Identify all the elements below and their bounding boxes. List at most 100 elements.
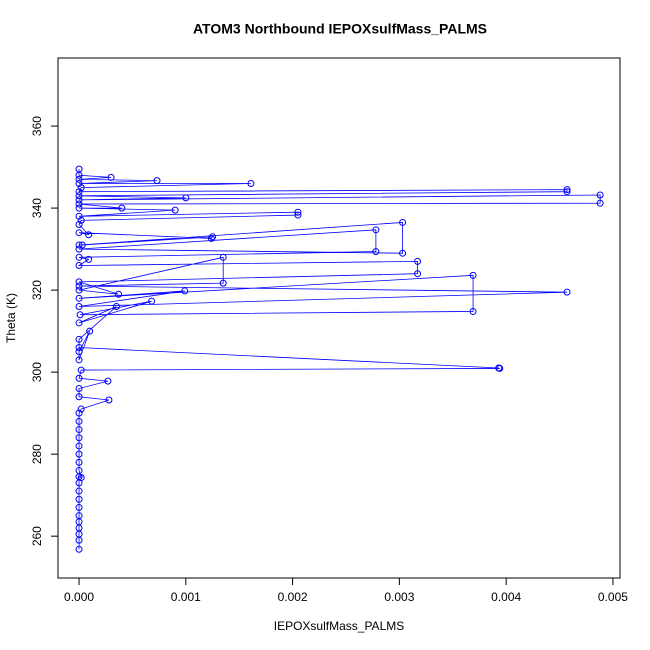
x-tick-label: 0.004 xyxy=(491,590,521,604)
data-point xyxy=(77,366,85,374)
data-point xyxy=(75,374,83,382)
x-tick-label: 0.005 xyxy=(598,590,628,604)
data-point xyxy=(85,231,93,239)
data-point xyxy=(118,204,126,212)
data-point xyxy=(207,234,215,242)
y-tick-label: 260 xyxy=(30,526,44,546)
data-point xyxy=(181,287,189,295)
data-point xyxy=(86,327,94,335)
data-point xyxy=(77,184,85,192)
data-point xyxy=(75,426,83,434)
data-point xyxy=(105,396,113,404)
data-point xyxy=(294,211,302,219)
x-tick-label: 0.000 xyxy=(64,590,94,604)
data-point xyxy=(171,206,179,214)
data-point xyxy=(219,279,227,287)
data-point xyxy=(75,503,83,511)
data-point xyxy=(247,179,255,187)
data-point xyxy=(495,364,503,372)
data-point xyxy=(75,348,83,356)
y-tick-label: 340 xyxy=(30,198,44,218)
chart-title: ATOM3 Northbound IEPOXsulfMass_PALMS xyxy=(193,21,487,37)
data-point xyxy=(75,487,83,495)
data-point xyxy=(104,377,112,385)
data-point xyxy=(75,458,83,466)
data-point xyxy=(75,385,83,393)
data-point xyxy=(77,216,85,224)
data-point xyxy=(75,442,83,450)
data-point xyxy=(399,249,407,257)
data-point xyxy=(75,196,83,204)
data-point xyxy=(75,417,83,425)
data-point xyxy=(596,191,604,199)
data-line xyxy=(77,169,601,550)
data-point xyxy=(77,405,85,413)
data-point xyxy=(75,229,83,237)
y-tick-label: 360 xyxy=(30,116,44,136)
data-point xyxy=(75,335,83,343)
x-tick-label: 0.003 xyxy=(384,590,414,604)
data-point xyxy=(75,200,83,208)
y-tick-label: 280 xyxy=(30,444,44,464)
x-axis-label: IEPOXsulfMass_PALMS xyxy=(274,619,405,633)
data-point xyxy=(75,294,83,302)
data-point xyxy=(294,208,302,216)
data-point xyxy=(182,194,190,202)
data-point xyxy=(112,303,120,311)
plot-frame xyxy=(57,57,621,579)
data-point xyxy=(75,467,83,475)
data-point xyxy=(75,545,83,553)
data-point xyxy=(469,271,477,279)
data-point xyxy=(563,186,571,194)
data-point xyxy=(469,307,477,315)
data-point xyxy=(75,253,83,261)
data-point xyxy=(75,262,83,270)
data-point xyxy=(75,434,83,442)
data-point xyxy=(209,233,217,241)
data-point xyxy=(75,319,83,327)
y-tick-label: 320 xyxy=(30,280,44,300)
data-point xyxy=(75,282,83,290)
data-point xyxy=(75,356,83,364)
data-point xyxy=(75,278,83,286)
data-point xyxy=(78,241,86,249)
data-point xyxy=(75,409,83,417)
data-point xyxy=(76,311,84,319)
data-point xyxy=(75,188,83,196)
x-tick-label: 0.002 xyxy=(278,590,308,604)
data-point xyxy=(563,188,571,196)
data-point xyxy=(75,393,83,401)
data-point xyxy=(75,179,83,187)
data-point xyxy=(75,512,83,520)
data-point xyxy=(372,248,380,256)
data-point xyxy=(75,175,83,183)
data-point xyxy=(399,218,407,226)
data-point xyxy=(107,173,115,181)
data-point xyxy=(75,204,83,212)
data-point xyxy=(75,192,83,200)
data-point xyxy=(75,212,83,220)
data-point xyxy=(75,165,83,173)
data-point xyxy=(219,253,227,261)
data-point xyxy=(414,270,422,278)
data-point xyxy=(148,297,156,305)
data-point xyxy=(596,199,604,207)
data-point xyxy=(153,177,161,185)
data-point xyxy=(77,474,85,482)
data-point xyxy=(563,288,571,296)
data-point xyxy=(75,220,83,228)
data-point xyxy=(75,241,83,249)
y-axis-label: Theta (K) xyxy=(4,293,18,343)
data-point xyxy=(115,290,123,298)
data-point xyxy=(372,226,380,234)
data-point xyxy=(75,495,83,503)
x-tick-label: 0.001 xyxy=(171,590,201,604)
data-point xyxy=(75,344,83,352)
data-point xyxy=(75,303,83,311)
data-point xyxy=(414,257,422,265)
data-point xyxy=(75,286,83,294)
data-point xyxy=(85,255,93,263)
y-tick-label: 300 xyxy=(30,362,44,382)
data-point xyxy=(75,450,83,458)
